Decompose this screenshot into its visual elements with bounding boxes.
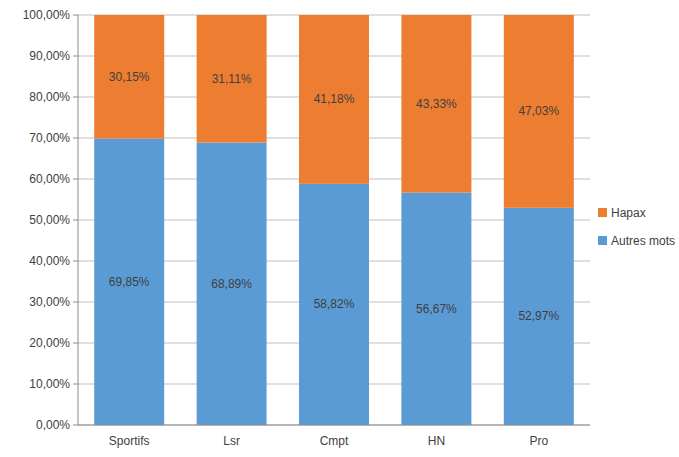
y-tick-label: 60,00%: [29, 172, 70, 186]
y-tick: [73, 56, 78, 57]
chart: 0,00% 10,00% 20,00% 30,00% 40,00% 50,00% 60,00…: [0, 0, 679, 457]
y-tick-label: 0,00%: [36, 418, 70, 432]
y-tick-label: 100,00%: [23, 8, 71, 22]
data-label: 47,03%: [518, 104, 559, 118]
x-axis: [78, 425, 590, 426]
bar-segment: [299, 184, 369, 425]
bar-segment: [401, 15, 471, 193]
y-tick: [73, 425, 78, 426]
x-tick-label: Sportifs: [109, 434, 150, 448]
data-label: 31,11%: [212, 72, 252, 86]
data-label: 41,18%: [314, 92, 355, 106]
x-tick-label: Pro: [529, 434, 548, 448]
y-tick: [73, 261, 78, 262]
bar-segment: [504, 208, 574, 425]
bars: [94, 15, 574, 425]
grid: [73, 15, 590, 425]
bar-segment: [94, 15, 164, 139]
y-tick: [73, 384, 78, 385]
bar-segment: [299, 15, 369, 184]
data-label: 30,15%: [109, 70, 150, 84]
grid-line: [78, 425, 590, 426]
x-tick-label: Lsr: [223, 434, 240, 448]
bar-segment: [197, 143, 267, 425]
legend-key: [598, 208, 607, 217]
y-tick-label: 30,00%: [29, 295, 70, 309]
y-tick-label: 20,00%: [29, 336, 70, 350]
y-tick-label: 50,00%: [29, 213, 70, 227]
legend: Hapax Autres mots: [598, 206, 675, 248]
legend-key: [598, 236, 607, 245]
data-labels: 69,85% 68,89% 58,82% 56,67% 52,97% 30,15% 31,1…: [109, 70, 560, 324]
y-tick: [73, 179, 78, 180]
y-tick-label: 90,00%: [29, 49, 70, 63]
y-tick: [73, 220, 78, 221]
y-tick: [73, 138, 78, 139]
data-label: 52,97%: [518, 309, 559, 323]
legend-label: Hapax: [611, 206, 646, 220]
y-tick-label: 70,00%: [29, 131, 70, 145]
y-axis: [78, 15, 79, 425]
data-label: 68,89%: [211, 277, 252, 291]
bar-segment: [197, 15, 267, 143]
bar-segment: [401, 193, 471, 425]
data-label: 43,33%: [416, 97, 457, 111]
data-label: 56,67%: [416, 302, 457, 316]
legend-label: Autres mots: [611, 234, 675, 248]
y-tick-label: 10,00%: [29, 377, 70, 391]
data-label: 69,85%: [109, 275, 150, 289]
data-label: 58,82%: [314, 297, 355, 311]
x-tick-label: HN: [428, 434, 445, 448]
y-tick-label: 40,00%: [29, 254, 70, 268]
y-tick: [73, 15, 78, 16]
bar-segment: [504, 15, 574, 208]
bar-segment: [94, 139, 164, 425]
y-tick: [73, 302, 78, 303]
y-tick: [73, 343, 78, 344]
y-tick: [73, 97, 78, 98]
y-tick-label: 80,00%: [29, 90, 70, 104]
x-tick-label: Cmpt: [320, 434, 349, 448]
